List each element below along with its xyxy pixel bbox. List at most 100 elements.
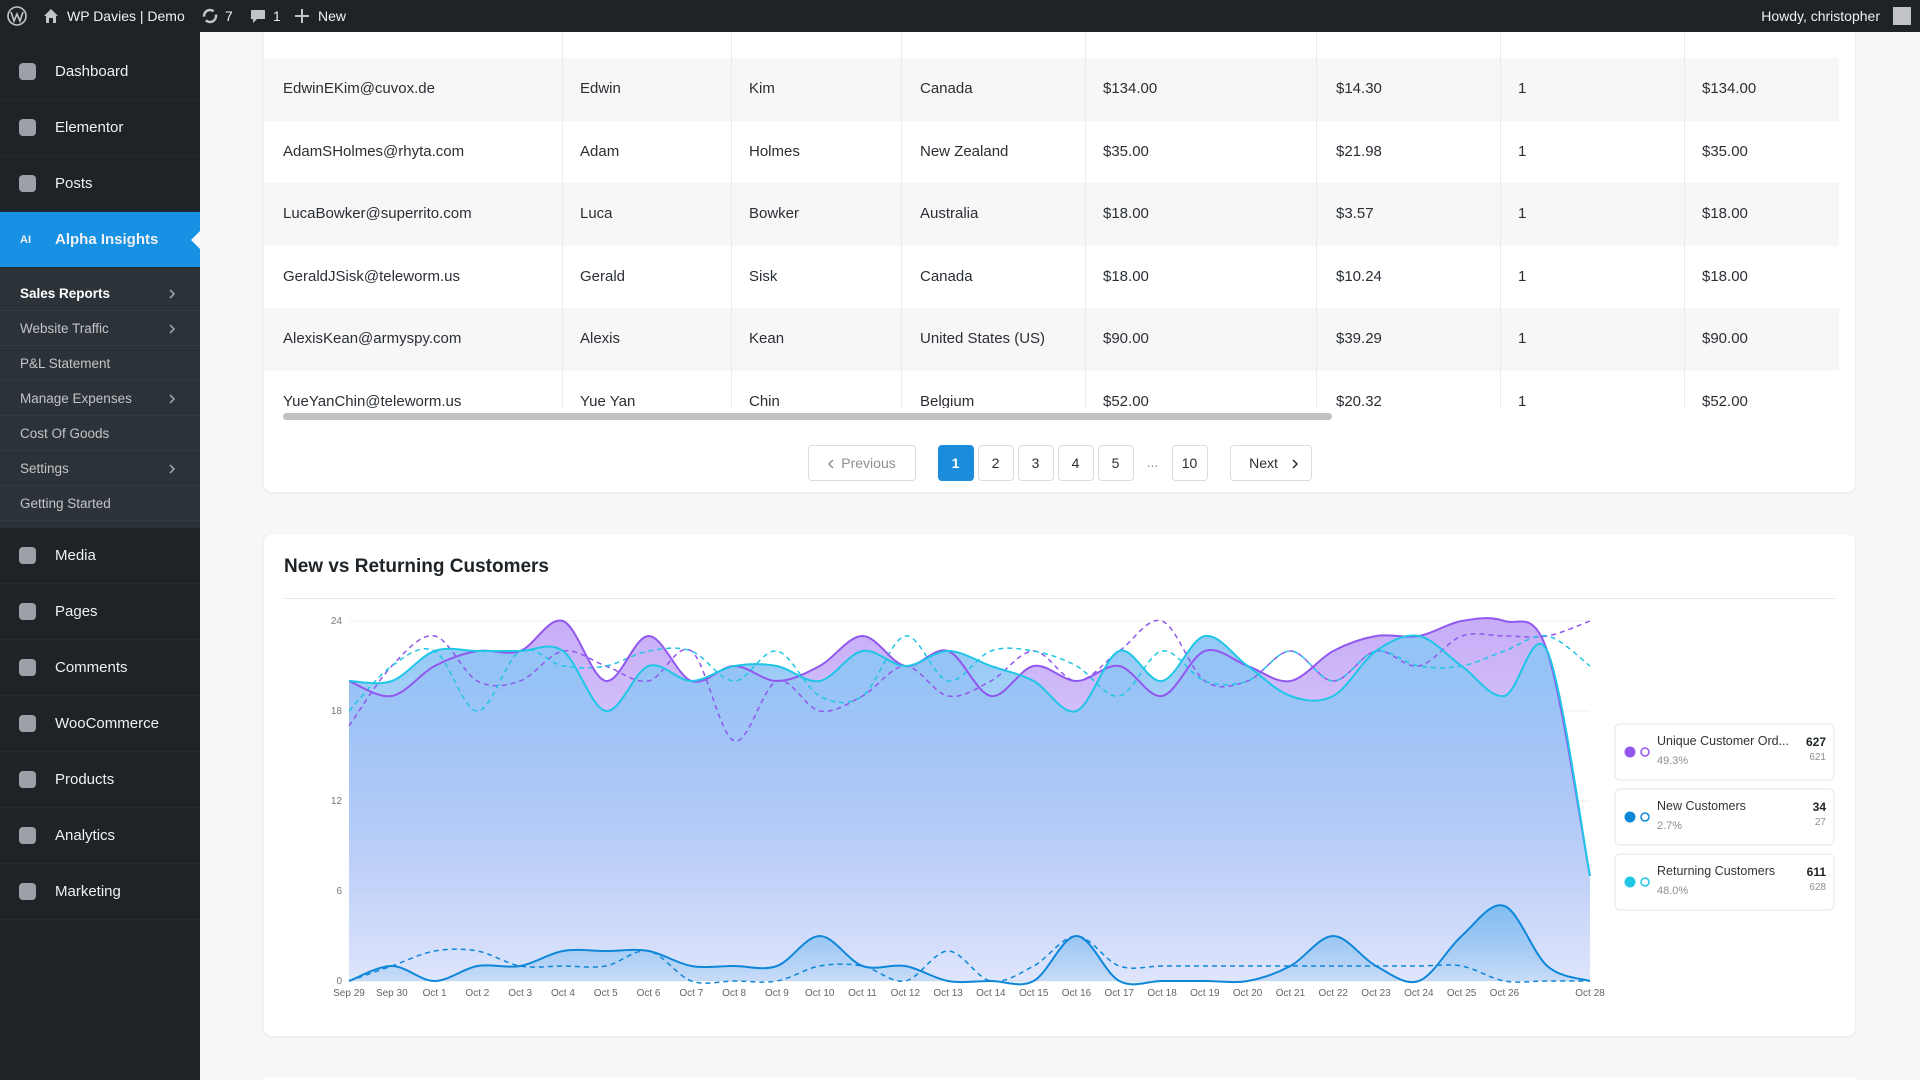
- chevron-line: [169, 324, 176, 334]
- menu-icon: [19, 771, 36, 788]
- table-cell: 1: [1518, 80, 1527, 97]
- submenu-label: Sales Reports: [20, 286, 111, 301]
- chevron: [1291, 459, 1298, 469]
- page-button[interactable]: 10: [1171, 445, 1208, 481]
- table-cell: Chin: [749, 392, 780, 409]
- site-name[interactable]: WP Davies | Demo: [67, 8, 185, 24]
- table-cell: $18.00: [1103, 267, 1149, 285]
- table-cell: $18.00: [1103, 205, 1149, 222]
- updates-count[interactable]: 7: [225, 8, 233, 24]
- menu-label: Analytics: [55, 827, 116, 844]
- page-button[interactable]: 3: [1017, 445, 1054, 481]
- table-cell: Holmes: [749, 142, 800, 160]
- table-cell: Alexis: [580, 330, 621, 347]
- table-cell: $35.00: [1103, 142, 1149, 160]
- page-button[interactable]: 1: [937, 445, 974, 481]
- submenu-label: Website Traffic: [20, 321, 109, 336]
- menu-item[interactable]: Media: [0, 528, 200, 584]
- submenu-label: P&L Statement: [20, 356, 111, 371]
- menu-item[interactable]: Pages: [0, 584, 200, 640]
- greeting[interactable]: Howdy, christopher: [1761, 8, 1880, 24]
- table-row: EdwinEKim@cuvox.de Edwin Kim Canada $134.00 $…: [264, 58, 1839, 121]
- submenu-item[interactable]: Getting Started: [0, 486, 200, 521]
- chevron: [169, 464, 176, 474]
- table-cell: Kean: [749, 330, 785, 347]
- menu-label: Elementor: [55, 119, 124, 136]
- submenu: Sales Reports Website Traffic P&L Statemen…: [0, 268, 200, 528]
- chevron-line: [169, 289, 176, 299]
- table-cell: Luca: [580, 205, 613, 222]
- table-cell: LucaBowker@superrito.com: [283, 205, 472, 222]
- column-separator: [1316, 32, 1317, 408]
- updates-icon[interactable]: [201, 7, 219, 25]
- menu-icon: [19, 659, 36, 676]
- menu-item[interactable]: Marketing: [0, 864, 200, 920]
- table-cell: $14.30: [1336, 80, 1382, 97]
- column-separator: [1085, 32, 1086, 408]
- table-cell: Sisk: [749, 267, 778, 285]
- avatar[interactable]: [1893, 7, 1911, 25]
- submenu-label: Manage Expenses: [20, 391, 132, 406]
- chart-card: [264, 534, 1855, 1036]
- previous-button[interactable]: Previous: [807, 445, 916, 481]
- home-icon[interactable]: [42, 7, 60, 25]
- table-cell: $3.57: [1336, 205, 1374, 222]
- menu-item[interactable]: Products: [0, 752, 200, 808]
- menu-icon: [19, 175, 36, 192]
- divider: [284, 598, 1835, 599]
- table: EdwinEKim@cuvox.de Edwin Kim Canada $134.00 $…: [264, 32, 1839, 408]
- wp-logo[interactable]: [7, 6, 27, 26]
- chevron-line: [1291, 459, 1298, 469]
- table-cell: Edwin: [580, 80, 621, 97]
- comments-count[interactable]: 1: [273, 8, 281, 24]
- page-button[interactable]: 5: [1097, 445, 1134, 481]
- menu-item[interactable]: Posts: [0, 156, 200, 212]
- plus-icon[interactable]: [295, 9, 309, 23]
- submenu-label: Getting Started: [20, 496, 111, 511]
- submenu-item[interactable]: Website Traffic: [0, 311, 200, 346]
- menu-icon: [19, 547, 36, 564]
- table-cell: $90.00: [1702, 330, 1748, 347]
- table-row: GeraldJSisk@teleworm.us Gerald Sisk Canada $…: [264, 245, 1839, 308]
- table-cell: 1: [1518, 142, 1527, 160]
- next-button[interactable]: Next: [1229, 445, 1312, 481]
- menu-item[interactable]: AI Alpha Insights: [0, 212, 200, 268]
- page-button[interactable]: 4: [1057, 445, 1094, 481]
- submenu-item[interactable]: Cost Of Goods: [0, 416, 200, 451]
- comments-icon[interactable]: [249, 8, 267, 26]
- table-cell: United States (US): [920, 330, 1046, 347]
- page-button[interactable]: 2: [977, 445, 1014, 481]
- table-cell: EdwinEKim@cuvox.de: [283, 80, 435, 97]
- menu-item[interactable]: Elementor: [0, 100, 200, 156]
- menu-item[interactable]: WooCommerce: [0, 696, 200, 752]
- submenu-item[interactable]: Manage Expenses: [0, 381, 200, 416]
- menu-label: Products: [55, 771, 115, 788]
- sidebar: Dashboard Elementor Posts AI Alpha Insights S…: [0, 32, 200, 1080]
- menu-item[interactable]: Comments: [0, 640, 200, 696]
- scrollbar[interactable]: [283, 413, 1332, 420]
- table-cell: $39.29: [1336, 330, 1382, 347]
- pagination: Previous 1 2 3 4 5... 10 Next: [264, 445, 1855, 481]
- submenu-item[interactable]: Settings: [0, 451, 200, 486]
- menu-item[interactable]: Analytics: [0, 808, 200, 864]
- menu-icon: [19, 827, 36, 844]
- submenu-item[interactable]: Sales Reports: [0, 276, 200, 311]
- table-cell: $52.00: [1103, 392, 1149, 409]
- chevron-line: [169, 464, 176, 474]
- table-cell: $18.00: [1702, 267, 1748, 285]
- chevron: [169, 394, 176, 404]
- next-card: [264, 1077, 1855, 1080]
- table-cell: $134.00: [1702, 80, 1757, 97]
- table-cell: Bowker: [749, 205, 800, 222]
- menu-label: Dashboard: [55, 63, 129, 80]
- table-cell: $18.00: [1702, 205, 1748, 222]
- table-cell: Kim: [749, 80, 775, 97]
- submenu-item[interactable]: P&L Statement: [0, 346, 200, 381]
- new-link[interactable]: New: [318, 8, 347, 24]
- menu-icon: [19, 119, 36, 136]
- chevron: [827, 459, 834, 469]
- menu-item[interactable]: Dashboard: [0, 44, 200, 100]
- table-cell: $20.32: [1336, 392, 1382, 409]
- chevron-line: [169, 394, 176, 404]
- chevron-line: [827, 459, 834, 469]
